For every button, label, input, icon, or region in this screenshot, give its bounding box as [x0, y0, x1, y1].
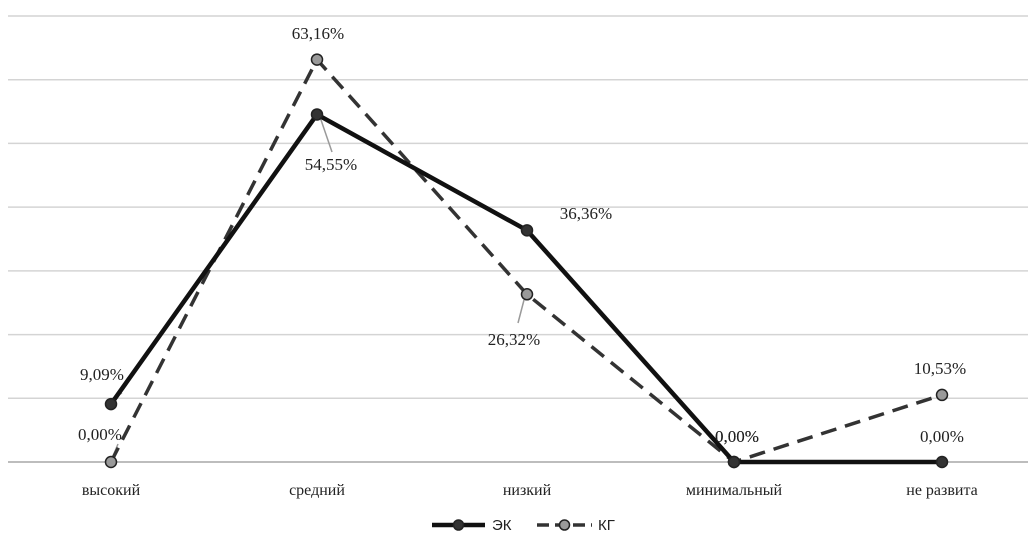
series-line-2	[109, 57, 943, 464]
legend-marker	[452, 519, 465, 531]
data-point	[935, 388, 949, 402]
data-labels: 9,09% 54,55% 36,36% 0,00% 0,00% 0,00% 63,16% 26…	[78, 24, 966, 446]
gridlines	[8, 15, 1028, 463]
data-point	[727, 455, 741, 469]
data-point	[310, 108, 324, 121]
legend: ЭК КГ	[432, 517, 615, 534]
data-label: 10,53%	[914, 359, 966, 378]
legend-label: ЭК	[492, 517, 512, 534]
category-label: средний	[289, 482, 345, 499]
category-axis-labels: высокий средний низкий минимальный не развит…	[82, 482, 978, 499]
legend-label: КГ	[598, 517, 615, 534]
category-label: минимальный	[686, 482, 783, 499]
data-point	[104, 455, 118, 469]
data-label: 0,00%	[715, 427, 759, 446]
data-point	[935, 455, 949, 469]
leader-line	[517, 299, 525, 324]
data-label: 0,00%	[920, 427, 964, 446]
data-label: 9,09%	[80, 365, 124, 384]
data-point	[520, 224, 534, 237]
data-label: 54,55%	[305, 155, 357, 174]
data-point	[310, 53, 324, 66]
data-label: 36,36%	[560, 204, 612, 223]
data-label: 0,00%	[78, 425, 122, 444]
data-point	[520, 288, 534, 301]
legend-marker	[558, 519, 571, 531]
category-label: высокий	[82, 482, 141, 499]
series-markers	[104, 53, 949, 469]
leader-line	[319, 116, 333, 153]
category-label: не развита	[906, 482, 978, 499]
data-point	[104, 397, 118, 411]
data-label: 63,16%	[292, 24, 344, 43]
category-label: низкий	[503, 482, 552, 499]
data-label: 26,32%	[488, 330, 540, 349]
series-lines	[109, 57, 943, 465]
data-label: 0,00%	[715, 427, 759, 446]
